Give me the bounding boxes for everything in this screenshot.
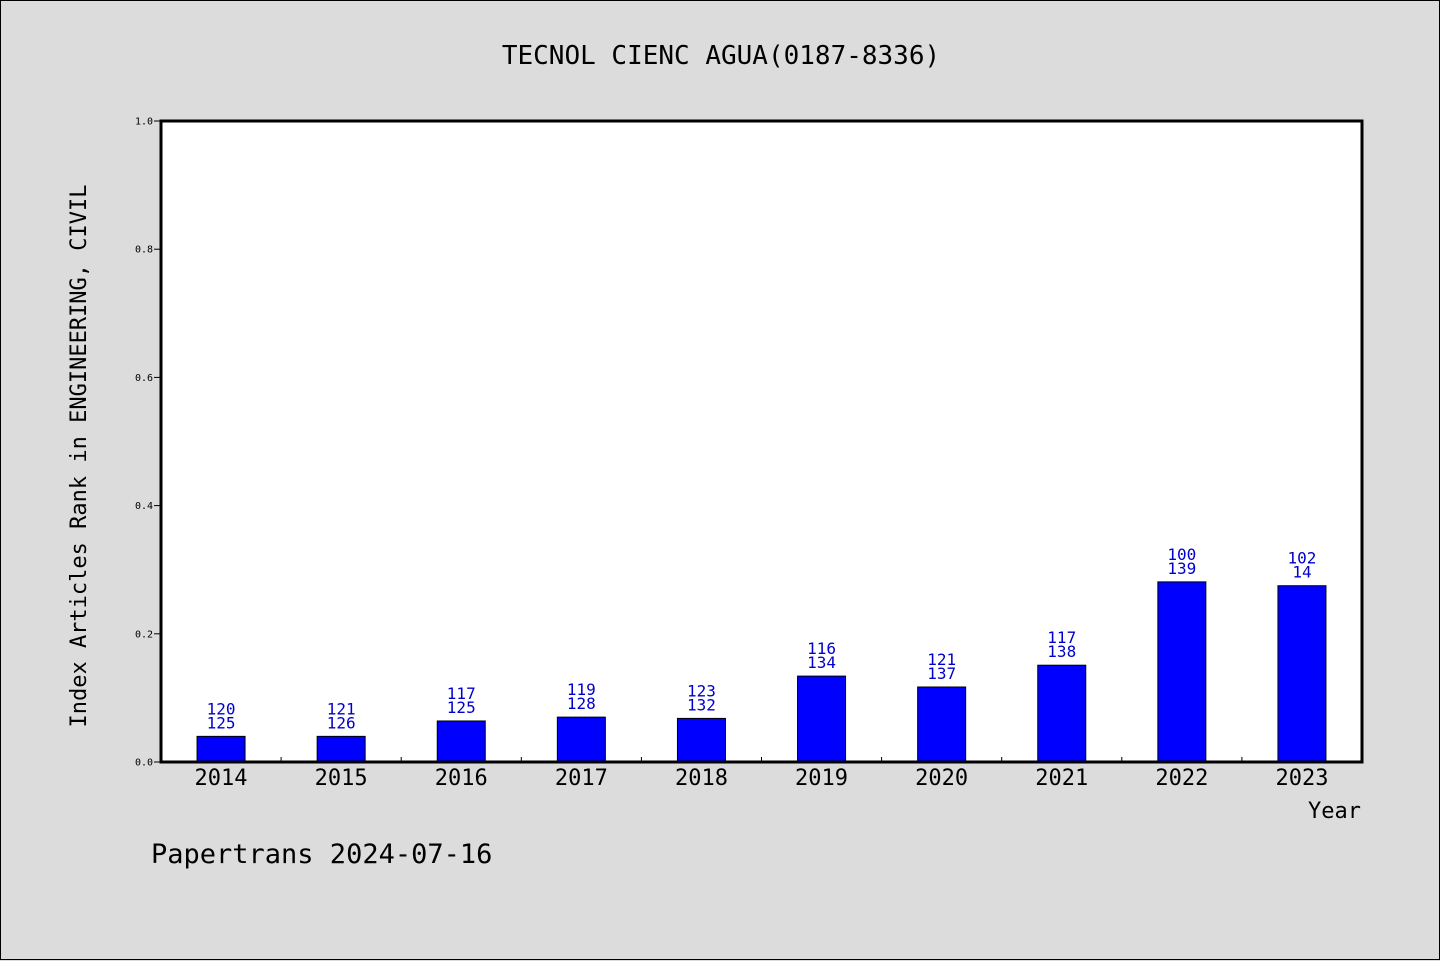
bar-label-bottom: 139 — [1167, 559, 1196, 578]
bar-label-bottom: 128 — [567, 694, 596, 713]
x-axis: 2014 2015 2016 2017 2018 2019 2020 2021 2022 2023 — [195, 757, 1328, 791]
bar-label-bottom: 134 — [807, 653, 836, 672]
x-tick-label: 2017 — [555, 766, 608, 791]
bar-label-top: 121 — [927, 650, 956, 669]
y-tick-label: 0.2 — [135, 629, 153, 640]
bar — [1037, 664, 1087, 763]
x-tick-label: 2020 — [915, 766, 968, 791]
x-axis-label: Year — [1308, 799, 1361, 824]
x-tick-label: 2022 — [1155, 766, 1208, 791]
bar-label-top: 100 — [1167, 545, 1196, 564]
bar-label-top: 120 — [207, 699, 236, 718]
bar-label-bottom: 137 — [927, 664, 956, 683]
x-tick-label: 2015 — [315, 766, 368, 791]
footer-credit: Papertrans 2024-07-16 — [151, 839, 492, 870]
x-tick-label: 2018 — [675, 766, 728, 791]
bar — [196, 735, 246, 763]
y-tick-label: 0.4 — [135, 501, 153, 512]
chart-title: TECNOL CIENC AGUA(0187-8336) — [502, 41, 940, 71]
bar-label-top: 117 — [447, 684, 476, 703]
plot-border — [159, 119, 1364, 764]
bar — [316, 735, 366, 763]
y-tick-label: 0.0 — [135, 758, 153, 769]
bar — [676, 717, 726, 763]
y-tick-label: 1.0 — [135, 117, 153, 128]
bar-label-top: 123 — [687, 681, 716, 700]
y-tick-label: 0.8 — [135, 245, 153, 256]
bar-label-top: 102 — [1287, 549, 1316, 568]
y-tick-label: 0.6 — [135, 373, 153, 384]
bar-label-bottom: 138 — [1047, 642, 1076, 661]
bar-label-bottom: 132 — [687, 695, 716, 714]
y-axis-label: Index Articles Rank in ENGINEERING, CIVI… — [67, 184, 92, 727]
bar — [436, 720, 486, 763]
bar — [1157, 581, 1207, 763]
bar — [917, 686, 967, 763]
bar — [1277, 585, 1327, 763]
bar-label-top: 119 — [567, 680, 596, 699]
x-tick-label: 2019 — [795, 766, 848, 791]
bar-label-top: 117 — [1047, 628, 1076, 647]
bar-label-bottom: 126 — [327, 713, 356, 732]
bar-label-top: 121 — [327, 699, 356, 718]
bar-label-bottom: 14 — [1292, 563, 1311, 582]
y-axis: 0.0 0.2 0.4 0.6 0.8 1.0 — [135, 117, 161, 769]
x-tick-label: 2014 — [195, 766, 248, 791]
bar-label-top: 116 — [807, 639, 836, 658]
x-tick-label: 2016 — [435, 766, 488, 791]
bar — [797, 675, 847, 763]
bar-label-bottom: 125 — [447, 698, 476, 717]
bar-label-bottom: 125 — [207, 713, 236, 732]
x-tick-label: 2021 — [1035, 766, 1088, 791]
bar — [556, 716, 606, 763]
x-tick-label: 2023 — [1275, 766, 1328, 791]
